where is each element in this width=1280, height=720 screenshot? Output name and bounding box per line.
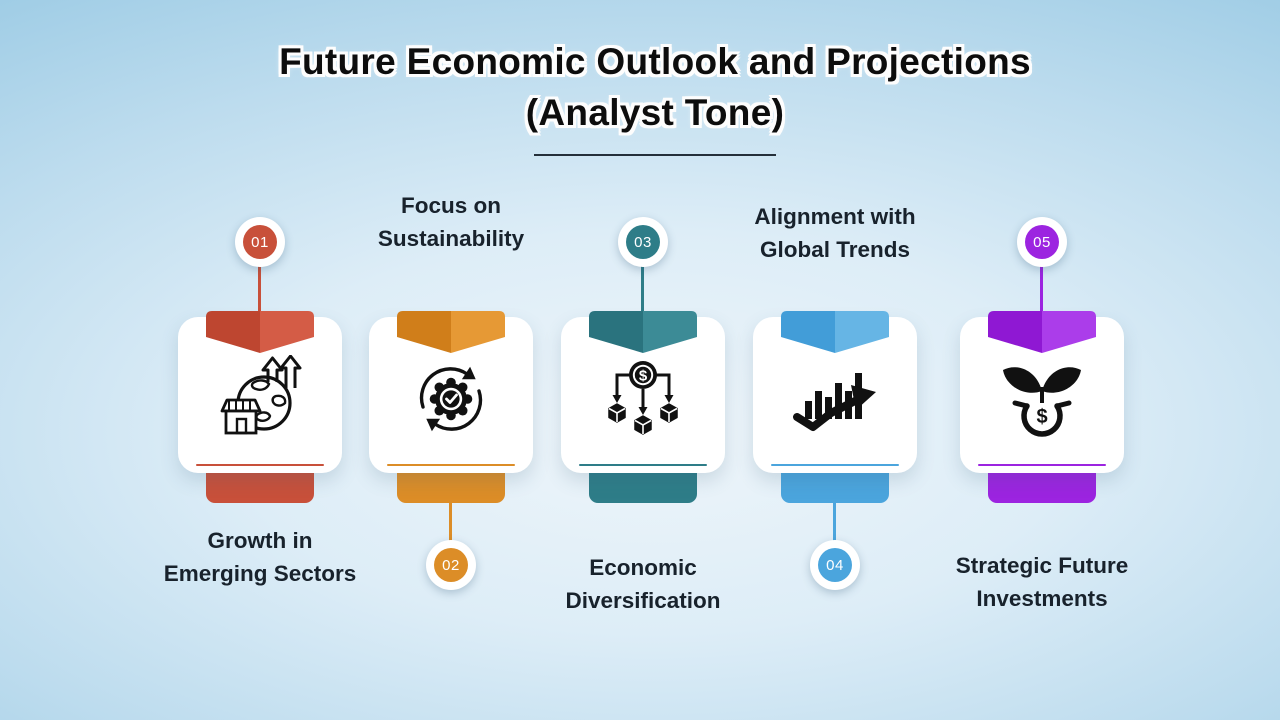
step-number-badge: 05 (1017, 217, 1067, 267)
step-number-text: 03 (634, 233, 652, 251)
ribbon-chevron (397, 311, 505, 353)
step-number-text: 04 (826, 556, 844, 574)
card-accent-underline (387, 464, 515, 466)
step-label-line-1: Growth in (207, 528, 313, 553)
page-title-line-1: Future Economic Outlook and Projections (279, 41, 1031, 82)
step-number-inner: 04 (818, 548, 852, 582)
step-label-line-2: Investments (976, 586, 1108, 611)
step-section-growth-emerging-sectors: 01 (130, 0, 390, 720)
step-number-text: 02 (442, 556, 460, 574)
money-plant-growth-icon: $ (960, 355, 1124, 443)
title-block: Future Economic Outlook and Projections … (30, 36, 1280, 156)
connector-line (258, 264, 261, 316)
card-accent-underline (978, 464, 1106, 466)
connector-line (641, 264, 644, 316)
card-accent-underline (771, 464, 899, 466)
ribbon-chevron (206, 311, 314, 353)
rising-bar-chart-arrow-icon (753, 355, 917, 443)
step-card: $ (960, 317, 1124, 473)
step-label: Economic Diversification (513, 551, 773, 617)
step-number-inner: 02 (434, 548, 468, 582)
title-divider (534, 154, 776, 156)
step-number-badge: 03 (618, 217, 668, 267)
ribbon-chevron (589, 311, 697, 353)
ribbon-chevron (988, 311, 1096, 353)
step-number-badge: 02 (426, 540, 476, 590)
step-number-inner: 01 (243, 225, 277, 259)
svg-text:$: $ (1036, 406, 1047, 428)
step-number-text: 01 (251, 233, 269, 251)
step-label-line-2: Sustainability (377, 226, 525, 251)
step-section-strategic-future-investments: 05 $ Strategic Future I (912, 0, 1172, 720)
dollar-distribution-cubes-icon: $ (561, 355, 725, 443)
step-label-line-2: Emerging Sectors (163, 561, 357, 586)
step-label-line-1: Focus on (401, 193, 501, 218)
step-label-line-1: Strategic Future (955, 553, 1129, 578)
step-section-economic-diversification: 03 $ (513, 0, 773, 720)
step-label-line-1: Economic (589, 555, 697, 580)
step-section-alignment-global-trends: Alignment with Global Trends (705, 0, 965, 720)
connector-line (833, 498, 836, 546)
step-label: Strategic Future Investments (912, 549, 1172, 615)
step-number-text: 05 (1033, 233, 1051, 251)
step-number-badge: 04 (810, 540, 860, 590)
step-label: Alignment with Global Trends (705, 200, 965, 266)
step-label: Growth in Emerging Sectors (130, 524, 390, 590)
step-number-inner: 05 (1025, 225, 1059, 259)
step-number-inner: 03 (626, 225, 660, 259)
step-label-line-2: Global Trends (759, 237, 911, 262)
sustainability-cycle-gear-icon (369, 355, 533, 443)
step-section-focus-on-sustainability: Focus on Sustainability (321, 0, 581, 720)
step-label: Focus on Sustainability (321, 189, 581, 255)
ribbon-chevron (781, 311, 889, 353)
page-title-line-2: (Analyst Tone) (525, 92, 785, 133)
svg-text:$: $ (639, 368, 648, 385)
card-accent-underline (196, 464, 324, 466)
globe-storefront-growth-icon (178, 355, 342, 443)
step-label-line-2: Diversification (565, 588, 721, 613)
step-label-line-1: Alignment with (754, 204, 916, 229)
step-number-badge: 01 (235, 217, 285, 267)
card-accent-underline (579, 464, 707, 466)
connector-line (449, 498, 452, 546)
connector-line (1040, 264, 1043, 316)
